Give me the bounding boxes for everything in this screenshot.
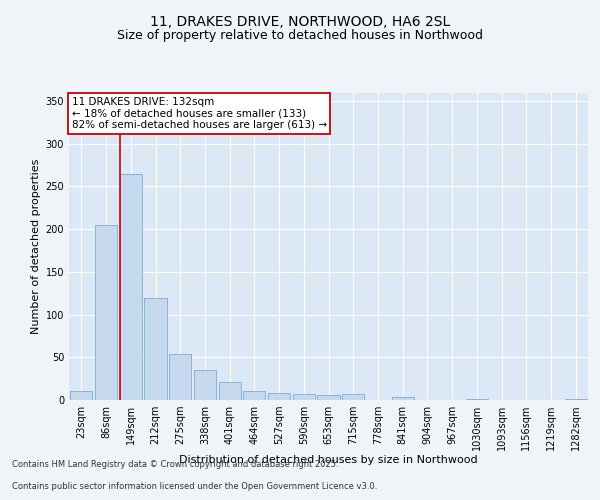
Bar [342, 394, 364, 400]
Bar [317, 395, 340, 400]
Bar [243, 390, 265, 400]
Bar [95, 225, 117, 400]
Text: 11, DRAKES DRIVE, NORTHWOOD, HA6 2SL: 11, DRAKES DRIVE, NORTHWOOD, HA6 2SL [150, 16, 450, 30]
Bar [70, 390, 92, 400]
Text: Contains HM Land Registry data © Crown copyright and database right 2025.: Contains HM Land Registry data © Crown c… [12, 460, 338, 469]
Bar [466, 399, 488, 400]
X-axis label: Distribution of detached houses by size in Northwood: Distribution of detached houses by size … [179, 454, 478, 464]
Bar [268, 393, 290, 400]
Text: Contains public sector information licensed under the Open Government Licence v3: Contains public sector information licen… [12, 482, 377, 491]
Text: 11 DRAKES DRIVE: 132sqm
← 18% of detached houses are smaller (133)
82% of semi-d: 11 DRAKES DRIVE: 132sqm ← 18% of detache… [71, 97, 327, 130]
Bar [218, 382, 241, 400]
Bar [119, 174, 142, 400]
Bar [392, 396, 414, 400]
Bar [293, 394, 315, 400]
Y-axis label: Number of detached properties: Number of detached properties [31, 158, 41, 334]
Bar [565, 399, 587, 400]
Text: Size of property relative to detached houses in Northwood: Size of property relative to detached ho… [117, 30, 483, 43]
Bar [145, 298, 167, 400]
Bar [194, 370, 216, 400]
Bar [169, 354, 191, 400]
